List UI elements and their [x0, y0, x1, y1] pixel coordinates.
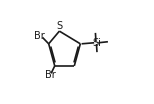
Text: S: S [57, 21, 63, 31]
Text: Si: Si [92, 38, 101, 48]
Text: Br: Br [34, 31, 45, 41]
Text: Br: Br [45, 70, 55, 80]
